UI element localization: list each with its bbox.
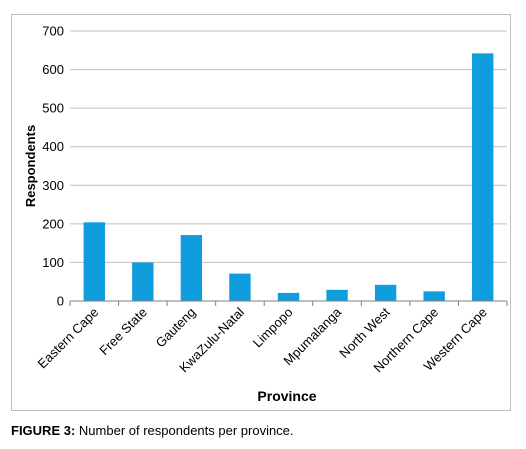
caption-label: FIGURE 3:	[11, 423, 76, 438]
x-tick-label: Free State	[96, 305, 150, 359]
y-axis-ticks: 0 100 200 300 400 500 600 700	[42, 24, 64, 309]
bar	[472, 53, 494, 301]
bar	[423, 291, 445, 301]
x-tick-label: Limpopo	[250, 305, 296, 351]
bar	[180, 235, 203, 301]
x-axis-title: Province	[257, 388, 316, 404]
y-tick-label: 300	[42, 178, 64, 193]
bars	[83, 53, 494, 301]
bar	[83, 222, 105, 301]
y-tick-label: 600	[42, 62, 64, 77]
y-axis-title: Respondents	[23, 125, 38, 207]
y-tick-label: 100	[42, 255, 64, 270]
y-tick-label: 700	[42, 24, 64, 39]
x-tick-label: Eastern Cape	[35, 305, 102, 372]
bar	[374, 284, 397, 301]
y-tick-label: 500	[42, 101, 64, 116]
bar	[229, 273, 251, 301]
caption-text: Number of respondents per province.	[75, 423, 294, 438]
bar	[326, 289, 348, 301]
y-tick-label: 200	[42, 216, 64, 231]
bar	[277, 292, 300, 301]
bar	[132, 262, 154, 301]
figure-frame	[11, 14, 511, 411]
y-tick-label: 0	[57, 294, 64, 309]
y-tick-label: 400	[42, 139, 64, 154]
x-tick-label: Gauteng	[153, 305, 199, 351]
figure-caption: FIGURE 3: Number of respondents per prov…	[11, 423, 294, 438]
gridlines	[70, 30, 507, 263]
